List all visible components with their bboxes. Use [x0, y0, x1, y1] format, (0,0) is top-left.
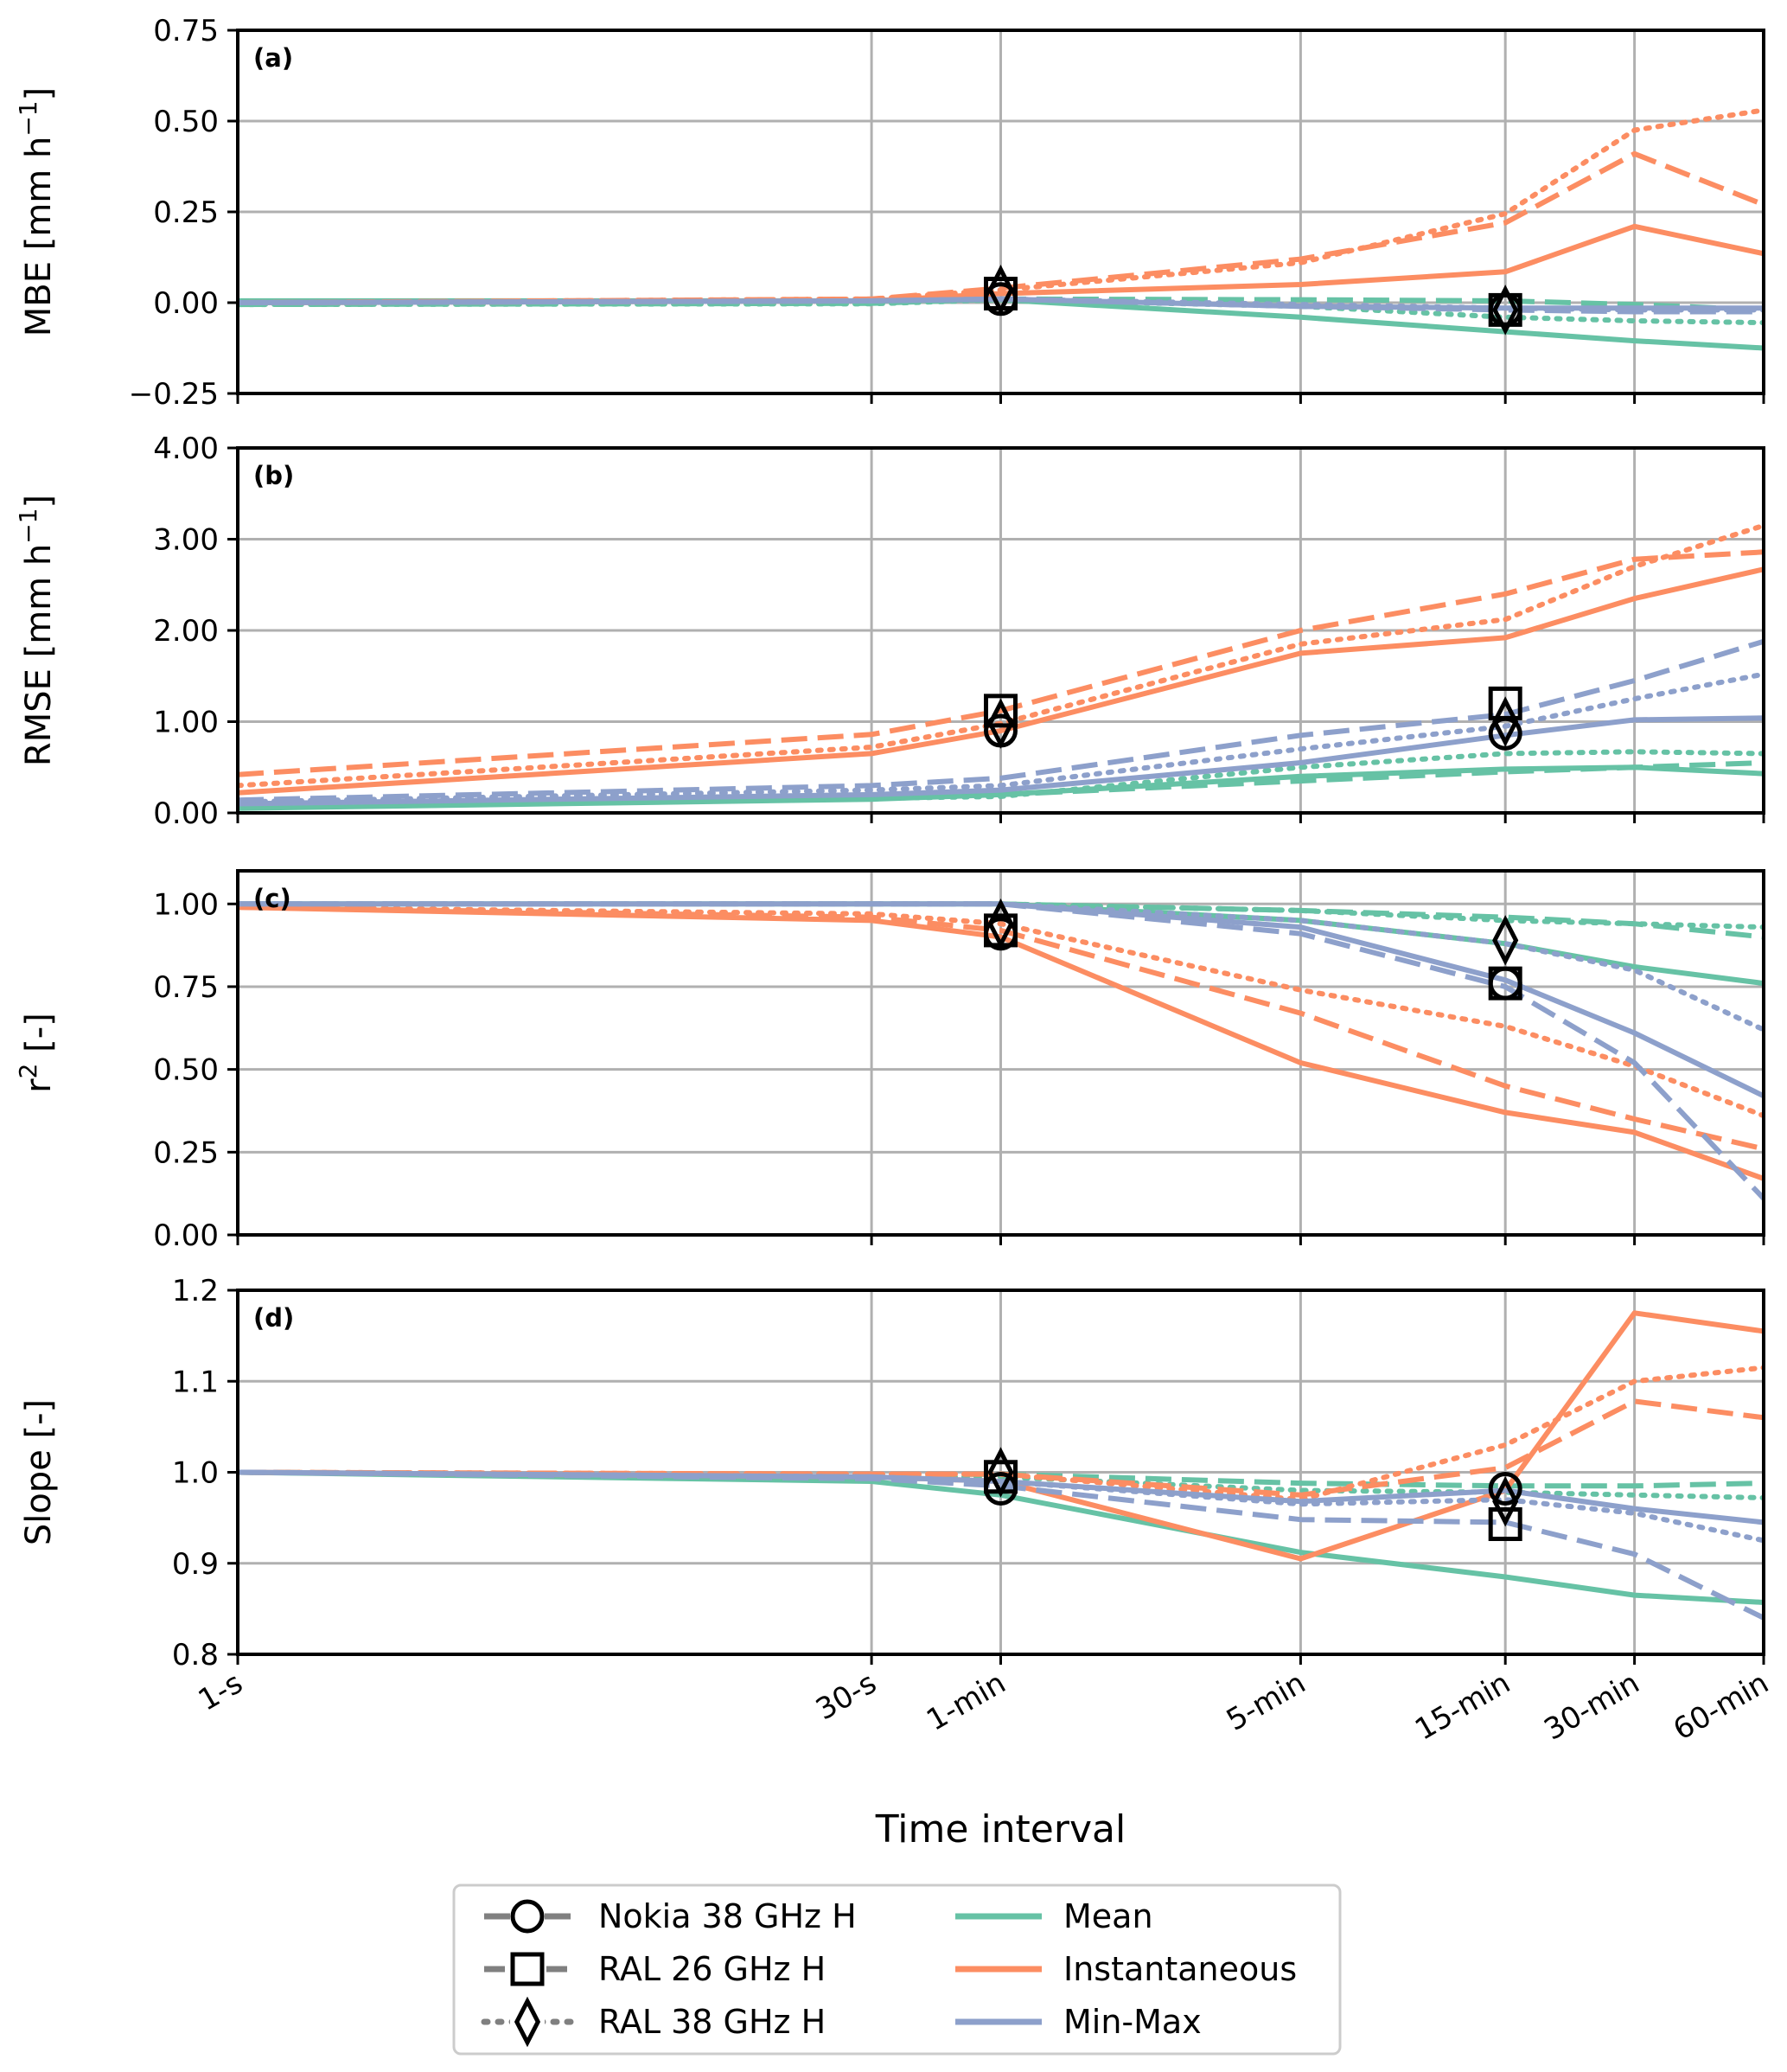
- y-tick-label: 0.00: [153, 286, 219, 321]
- panel-b: 0.00 1.00 2.00 3.00 4.00 (b) RMSE [mm h−1]: [14, 432, 1765, 831]
- panel-label: (a): [253, 43, 293, 73]
- y-axis-label-sup: −1: [14, 508, 42, 544]
- legend-box: [452, 1883, 1342, 2056]
- x-axis: 1-s 30-s 1-min 5-min 15-min 30-min 60-min Time …: [193, 1666, 1775, 1851]
- y-tick-label: 1.2: [172, 1274, 219, 1308]
- x-tick-label: 1-s: [193, 1666, 249, 1717]
- y-tick-label: 1.1: [172, 1365, 219, 1399]
- marker-diamond: [987, 698, 1014, 749]
- x-axis-label: Time interval: [875, 1807, 1126, 1851]
- y-axis-label-sup: −1: [14, 100, 42, 136]
- panel-a: −0.25 0.00 0.25 0.50 0.75 (a) MBE [mm h−1]: [14, 14, 1765, 412]
- y-tick-label: 0.8: [172, 1638, 219, 1672]
- y-axis-label-suffix: ]: [19, 495, 59, 508]
- y-tick-label: 3.00: [153, 523, 219, 558]
- y-tick-label: 0.75: [153, 14, 219, 48]
- series-line-min-max-8: [238, 1469, 1764, 1544]
- y-tick-label: 0.9: [172, 1547, 219, 1582]
- legend-marker-circle: [510, 1899, 545, 1934]
- y-axis-label-main: MBE [mm h: [19, 137, 59, 337]
- y-tick-label: 1.0: [172, 1456, 219, 1491]
- marker-square: [1488, 966, 1522, 1001]
- legend-aggregation-label: Min-Max: [1063, 2003, 1202, 2041]
- series-line-min-max-7: [238, 638, 1764, 803]
- series-line-mean-2: [238, 749, 1764, 810]
- x-tick-label: 30-min: [1538, 1666, 1645, 1747]
- series-line-instantaneous-4: [238, 549, 1764, 777]
- legend-link-label: RAL 38 GHz H: [598, 2003, 826, 2041]
- marker-square: [1488, 686, 1522, 720]
- marker-square: [1488, 1506, 1522, 1541]
- y-axis-label: Slope [-]: [19, 1399, 59, 1545]
- series-line-instantaneous-5: [238, 522, 1764, 789]
- y-tick-label: 0.25: [153, 1135, 219, 1170]
- y-tick-label: 1.00: [153, 706, 219, 740]
- y-axis-label-main: r: [19, 1078, 59, 1093]
- y-axis-label-suffix: ]: [19, 87, 59, 101]
- legend-marker-square: [510, 1952, 545, 1986]
- marker-diamond: [987, 1447, 1014, 1498]
- x-tick-label: 60-min: [1668, 1666, 1775, 1747]
- series-line-instantaneous-4: [238, 905, 1764, 1152]
- marker-square: [984, 694, 1018, 728]
- series-line-instantaneous-3: [238, 566, 1764, 796]
- panel-d: 0.8 0.9 1.0 1.1 1.2 (d) Slope [-]: [19, 1274, 1765, 1672]
- y-axis-label-main: RMSE [mm h: [19, 544, 59, 766]
- y-tick-label: 0.00: [153, 796, 219, 831]
- series-lines: [238, 1310, 1764, 1621]
- legend-aggregation-label: Instantaneous: [1063, 1950, 1297, 1988]
- panel-label: (c): [253, 884, 291, 913]
- series-line-instantaneous-3: [238, 905, 1764, 1181]
- y-tick-label: 4.00: [153, 432, 219, 466]
- legend-aggregation-label: Mean: [1063, 1897, 1153, 1935]
- legend: Nokia 38 GHz H RAL 26 GHz H RAL 38 GHz H Me…: [452, 1883, 1342, 2056]
- x-tick-label: 1-min: [921, 1666, 1012, 1738]
- series-lines: [238, 522, 1764, 811]
- x-tick-label: 5-min: [1221, 1666, 1312, 1738]
- y-tick-label: 0.50: [153, 105, 219, 139]
- marker-diamond: [1492, 1475, 1519, 1527]
- series-lines: [238, 901, 1764, 1200]
- series-lines: [238, 107, 1764, 351]
- series-line-min-max-8: [238, 296, 1764, 313]
- legend-link-label: Nokia 38 GHz H: [598, 1897, 857, 1935]
- y-axis-label: r2 [-]: [14, 1013, 59, 1093]
- series-line-mean-0: [238, 1469, 1764, 1605]
- marker-diamond: [1492, 696, 1519, 747]
- y-tick-label: −0.25: [129, 377, 219, 412]
- y-tick-label: 0.25: [153, 195, 219, 230]
- legend-marker-diamond: [514, 1996, 541, 2048]
- x-tick-label: 15-min: [1409, 1666, 1516, 1747]
- panel-c: 0.00 0.25 0.50 0.75 1.00 (c) r2 [-]: [14, 869, 1765, 1253]
- y-axis-label-suffix: [-]: [19, 1013, 59, 1063]
- panel-label: (d): [253, 1303, 294, 1333]
- series-line-min-max-8: [238, 901, 1764, 1033]
- y-tick-label: 2.00: [153, 614, 219, 649]
- marker-square: [1488, 292, 1522, 327]
- marker-circle: [1488, 1471, 1522, 1506]
- marker-diamond: [1492, 915, 1519, 966]
- y-tick-label: 0.50: [153, 1053, 219, 1088]
- y-tick-label: 0.75: [153, 970, 219, 1005]
- legend-link-label: RAL 26 GHz H: [598, 1950, 826, 1988]
- series-line-min-max-6: [238, 715, 1764, 807]
- marker-diamond: [987, 265, 1014, 316]
- marker-diamond: [987, 898, 1014, 950]
- y-axis-label-sup: 2: [14, 1064, 42, 1079]
- x-tick-label: 30-s: [810, 1666, 882, 1727]
- panel-label: (b): [253, 461, 294, 490]
- marker-diamond: [1492, 285, 1519, 336]
- y-axis-label: MBE [mm h−1]: [14, 87, 59, 336]
- y-tick-label: 1.00: [153, 887, 219, 922]
- y-tick-label: 0.00: [153, 1218, 219, 1253]
- series-line-min-max-8: [238, 671, 1764, 805]
- y-axis-label: RMSE [mm h−1]: [14, 495, 59, 766]
- y-axis-label-main: Slope [-]: [19, 1399, 59, 1545]
